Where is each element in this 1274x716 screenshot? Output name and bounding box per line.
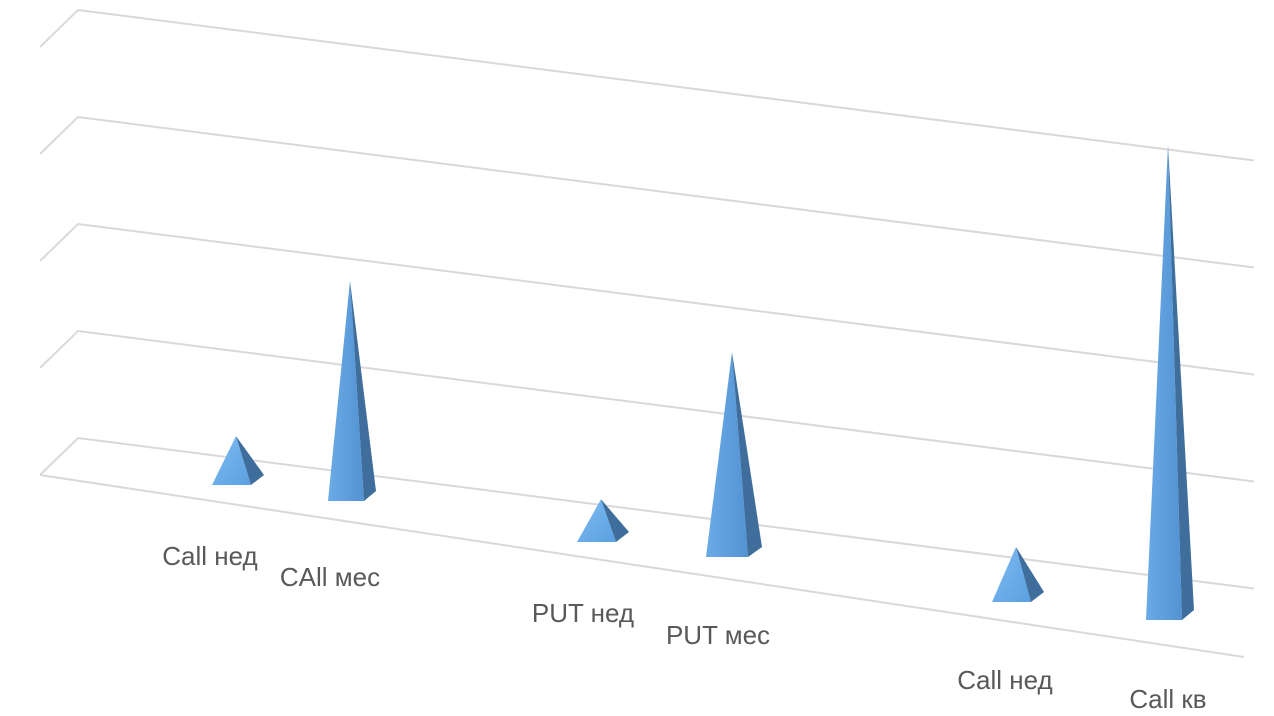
gridlines	[39, 8, 1255, 658]
pyramid-front-face	[212, 436, 251, 485]
pyramid-side-face	[350, 280, 376, 501]
pyramid-front-face	[577, 499, 616, 542]
pyramid-side-face	[236, 436, 264, 485]
gridline	[39, 329, 1255, 483]
pyramid-front-face	[1146, 144, 1182, 621]
pyramid-bar	[212, 436, 264, 485]
pyramid-side-face	[1168, 144, 1194, 621]
pyramid-side-face	[1016, 547, 1044, 602]
pyramid-side-face	[732, 352, 762, 557]
category-label: CAll мес	[280, 562, 380, 592]
category-label: Call нед	[957, 665, 1052, 695]
floor-edge	[39, 474, 1245, 658]
pyramid-marks	[212, 144, 1194, 621]
pyramid-bar	[992, 547, 1044, 602]
pyramid-front-face	[328, 280, 364, 501]
pyramid-bar	[706, 352, 762, 557]
category-labels: Call нед CAll мес PUT нед PUT мес Call нед Ca…	[162, 541, 1206, 714]
category-label: PUT мес	[666, 620, 770, 650]
pyramid-bar	[1146, 144, 1194, 621]
gridline	[39, 436, 1255, 590]
gridline	[39, 8, 1255, 162]
pyramid-bar	[577, 499, 629, 542]
category-label: Call нед	[162, 541, 257, 571]
gridline	[39, 115, 1255, 269]
pyramid-front-face	[706, 352, 748, 557]
category-label: PUT нед	[532, 598, 634, 628]
gridline	[39, 222, 1255, 376]
pyramid-front-face	[992, 547, 1031, 602]
category-label: Call кв	[1129, 684, 1206, 714]
pyramid-bar	[328, 280, 376, 501]
pyramid-side-face	[601, 499, 629, 542]
